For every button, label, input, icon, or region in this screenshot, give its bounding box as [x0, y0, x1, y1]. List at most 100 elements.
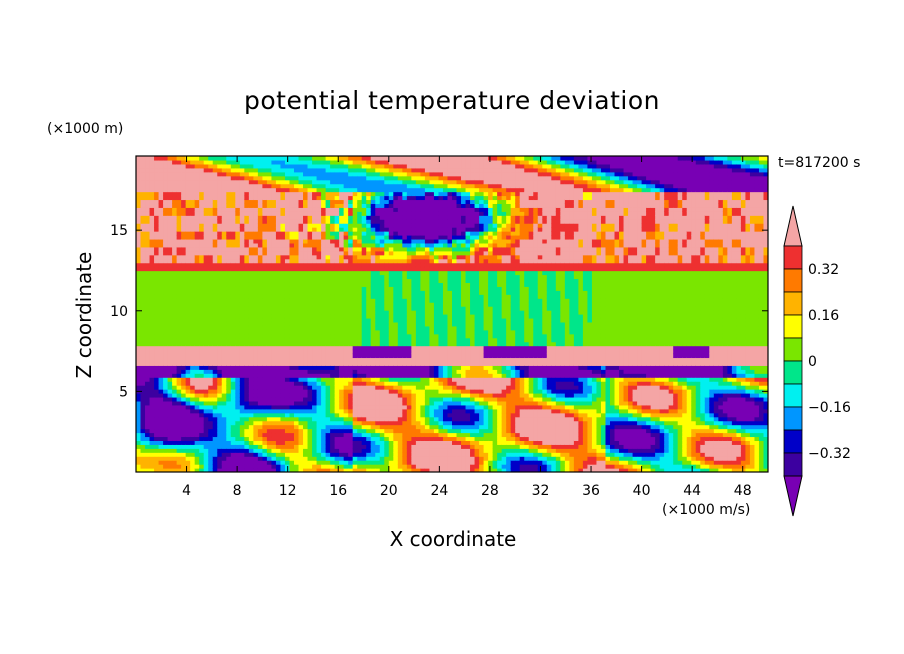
contour-cell — [145, 246, 151, 252]
contour-cell — [411, 314, 417, 319]
contour-cell — [136, 282, 142, 287]
contour-cell — [181, 464, 187, 469]
contour-cell — [343, 436, 349, 441]
contour-cell — [226, 274, 232, 280]
contour-cell — [140, 167, 146, 173]
contour-cell — [303, 341, 309, 347]
contour-cell — [172, 156, 178, 161]
contour-cell — [370, 242, 376, 248]
contour-cell — [316, 203, 322, 208]
contour-cell — [388, 286, 394, 291]
contour-cell — [275, 381, 282, 386]
contour-cell — [167, 436, 173, 441]
contour-cell — [253, 310, 259, 315]
contour-cell — [284, 310, 291, 315]
contour-cell — [167, 424, 173, 430]
contour-cell — [136, 317, 142, 323]
contour-cell — [248, 310, 254, 315]
contour-cell — [388, 231, 394, 236]
contour-cell — [262, 246, 268, 252]
contour-cell — [145, 396, 151, 402]
contour-cell — [397, 337, 403, 343]
contour-cell — [185, 385, 191, 390]
contour-cell — [221, 341, 227, 347]
contour-cell — [185, 179, 191, 185]
contour-cell — [163, 223, 169, 228]
contour-cell — [253, 298, 259, 303]
contour-cell — [343, 282, 349, 287]
contour-cell — [181, 242, 187, 248]
contour-cell — [185, 373, 191, 378]
contour-cell — [253, 412, 259, 418]
contour-cell — [352, 460, 358, 465]
contour-cell — [257, 408, 263, 414]
contour-cell — [203, 179, 209, 185]
contour-cell — [212, 156, 218, 161]
contour-cell — [136, 310, 142, 315]
contour-cell — [235, 163, 241, 169]
contour-cell — [330, 167, 336, 173]
contour-cell — [298, 460, 304, 465]
contour-cell — [352, 159, 358, 165]
contour-cell — [239, 258, 245, 264]
contour-cell — [235, 159, 241, 165]
contour-cell — [284, 333, 291, 339]
contour-cell — [199, 424, 205, 430]
contour-cell — [221, 195, 227, 201]
contour-cell — [294, 183, 300, 189]
contour-cell — [230, 238, 236, 244]
contour-cell — [334, 274, 340, 280]
contour-cell — [402, 215, 408, 220]
contour-cell — [172, 223, 178, 228]
contour-cell — [348, 179, 354, 185]
contour-cell — [384, 349, 390, 355]
contour-cell — [185, 294, 191, 299]
contour-cell — [411, 321, 417, 327]
contour-cell — [375, 333, 381, 339]
contour-cell — [284, 381, 291, 386]
contour-cell — [275, 393, 282, 398]
contour-cell — [370, 341, 376, 347]
contour-cell — [415, 341, 421, 347]
contour-cell — [370, 420, 376, 426]
contour-cell — [140, 171, 146, 177]
contour-cell — [176, 381, 182, 386]
contour-cell — [271, 468, 277, 472]
contour-cell — [199, 385, 205, 390]
contour-cell — [199, 235, 205, 240]
contour-cell — [226, 223, 232, 228]
contour-cell — [284, 432, 291, 438]
contour-cell — [248, 468, 254, 472]
contour-cell — [303, 167, 309, 173]
contour-cell — [294, 238, 300, 244]
contour-cell — [316, 432, 322, 438]
contour-cell — [366, 329, 372, 335]
contour-cell — [316, 270, 322, 276]
contour-cell — [158, 250, 164, 256]
contour-cell — [366, 250, 372, 256]
contour-cell — [239, 270, 245, 276]
contour-cell — [334, 156, 340, 161]
contour-cell — [203, 369, 209, 374]
contour-cell — [230, 179, 236, 185]
contour-cell — [357, 357, 363, 362]
contour-cell — [194, 242, 200, 248]
contour-cell — [154, 349, 160, 355]
contour-cell — [248, 345, 254, 351]
contour-cell — [248, 159, 254, 165]
contour-cell — [366, 420, 372, 426]
contour-cell — [172, 345, 178, 351]
contour-cell — [203, 440, 209, 445]
contour-cell — [325, 468, 331, 472]
contour-cell — [339, 440, 345, 445]
contour-cell — [163, 377, 169, 382]
contour-cell — [294, 290, 300, 295]
contour-cell — [221, 167, 227, 173]
contour-cell — [397, 440, 403, 445]
contour-cell — [226, 424, 232, 430]
contour-cell — [235, 274, 241, 280]
contour-cell — [343, 159, 349, 165]
contour-cell — [411, 219, 417, 224]
contour-cell — [158, 207, 164, 212]
